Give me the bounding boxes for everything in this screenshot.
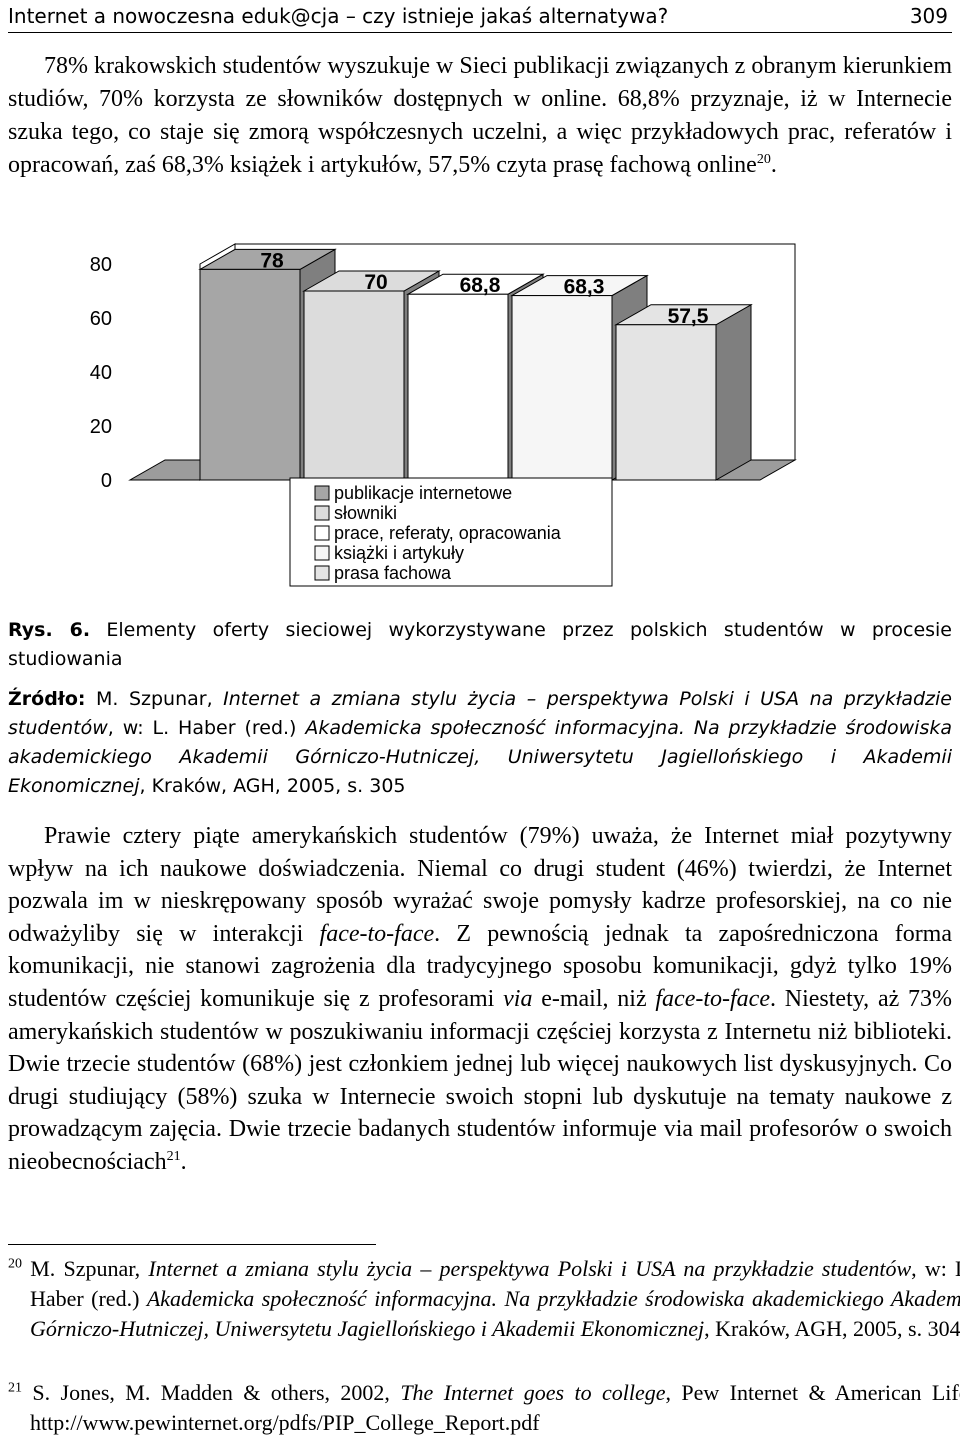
bar: [199, 268, 301, 481]
page-number: 309: [909, 4, 948, 28]
text: Prawie cztery piąte amerykańskich studen…: [8, 823, 952, 947]
bar-side: [715, 303, 752, 481]
text: e-mail, niż: [532, 985, 656, 1012]
text: M. Szpunar,: [85, 688, 224, 710]
footnote: 21 S. Jones, M. Madden & others, 2002, T…: [8, 1378, 960, 1438]
text: via: [503, 985, 533, 1012]
text: 78% krakowskich studentów wyszukuje w Si…: [8, 53, 952, 178]
y-tick-label: 0: [101, 470, 112, 492]
legend-label: słowniki: [334, 503, 397, 523]
caption-text: Elementy oferty sieciowej wykorzystywane…: [8, 619, 952, 670]
text: .: [180, 1148, 187, 1175]
legend-box: [289, 477, 613, 587]
text: , Kraków, AGH, 2005, s. 304.: [704, 1316, 960, 1341]
y-tick-label: 20: [90, 416, 112, 438]
legend-swatch: [314, 545, 330, 561]
bar: [407, 293, 509, 481]
bar: [615, 324, 717, 481]
text: The Internet goes to college: [400, 1380, 666, 1405]
legend-label: prasa fachowa: [334, 563, 452, 583]
paragraph: Prawie cztery piąte amerykańskich studen…: [8, 820, 952, 1179]
text: face-to-face: [319, 920, 435, 947]
footnote-number: 20: [8, 1256, 22, 1272]
footnote: 20 M. Szpunar, Internet a zmiana stylu ż…: [8, 1254, 960, 1344]
figure-caption: Rys. 6. Elementy oferty sieciowej wykorz…: [8, 616, 952, 674]
data-label: 68,8: [460, 274, 501, 297]
footnote-number: 21: [8, 1380, 22, 1396]
y-tick-label: 80: [90, 254, 112, 276]
text: Internet a zmiana stylu życia – perspekt…: [8, 688, 952, 739]
text: .: [770, 152, 777, 178]
y-tick-label: 40: [90, 362, 112, 384]
header-title: Internet a nowoczesna eduk@cja – czy ist…: [8, 4, 669, 28]
footnote-ref: 21: [166, 1148, 181, 1164]
data-label: 57,5: [668, 305, 709, 328]
text: S. Jones, M. Madden & others, 2002,: [32, 1380, 401, 1405]
text: , Kraków, AGH, 2005, s. 305: [139, 775, 406, 797]
footnote-rule: [8, 1244, 376, 1245]
text: . Niestety, aż 73% amerykańskich student…: [8, 985, 952, 1175]
bar: [303, 290, 405, 481]
text: Akademicka społeczność informacyjna. Na …: [30, 1286, 960, 1341]
legend-label: publikacje internetowe: [334, 483, 512, 503]
text: M. Szpunar,: [30, 1256, 149, 1281]
data-label: 70: [364, 271, 387, 294]
figure-source: Źródło: M. Szpunar, Internet a zmiana st…: [8, 685, 952, 801]
source-label: Źródło:: [8, 688, 86, 710]
caption-label: Rys. 6.: [8, 619, 91, 641]
legend-swatch: [314, 485, 330, 501]
text: face-to-face: [655, 985, 770, 1012]
text: , w: L. Haber (red.): [107, 717, 306, 739]
chart: 0 20 40 60 80 78 70 68,8 68,3 57,5 publikacje inte…: [90, 243, 797, 587]
paragraph: 78% krakowskich studentów wyszukuje w Si…: [8, 50, 952, 182]
text: , Pew Internet & American Life, http://w…: [30, 1380, 960, 1435]
text: Akademicka społeczność informacyjna. Na …: [8, 717, 953, 797]
legend-label: prace, referaty, opracowania: [334, 523, 562, 543]
text: . Z pewnością jednak ta zapośredniczona …: [8, 920, 953, 1012]
legend-swatch: [314, 505, 330, 521]
data-label: 78: [260, 249, 284, 272]
running-header: Internet a nowoczesna eduk@cja – czy ist…: [8, 0, 952, 33]
text: , w: L. Haber (red.): [30, 1256, 960, 1311]
bar: [511, 295, 613, 481]
data-label: 68,3: [564, 276, 605, 299]
text: Internet a zmiana stylu życia – perspekt…: [148, 1256, 912, 1281]
footnote-ref: 20: [756, 152, 771, 167]
y-tick-label: 60: [90, 308, 112, 330]
legend-swatch: [314, 525, 330, 541]
legend-label: książki i artykuły: [334, 543, 464, 563]
legend-swatch: [314, 565, 330, 581]
